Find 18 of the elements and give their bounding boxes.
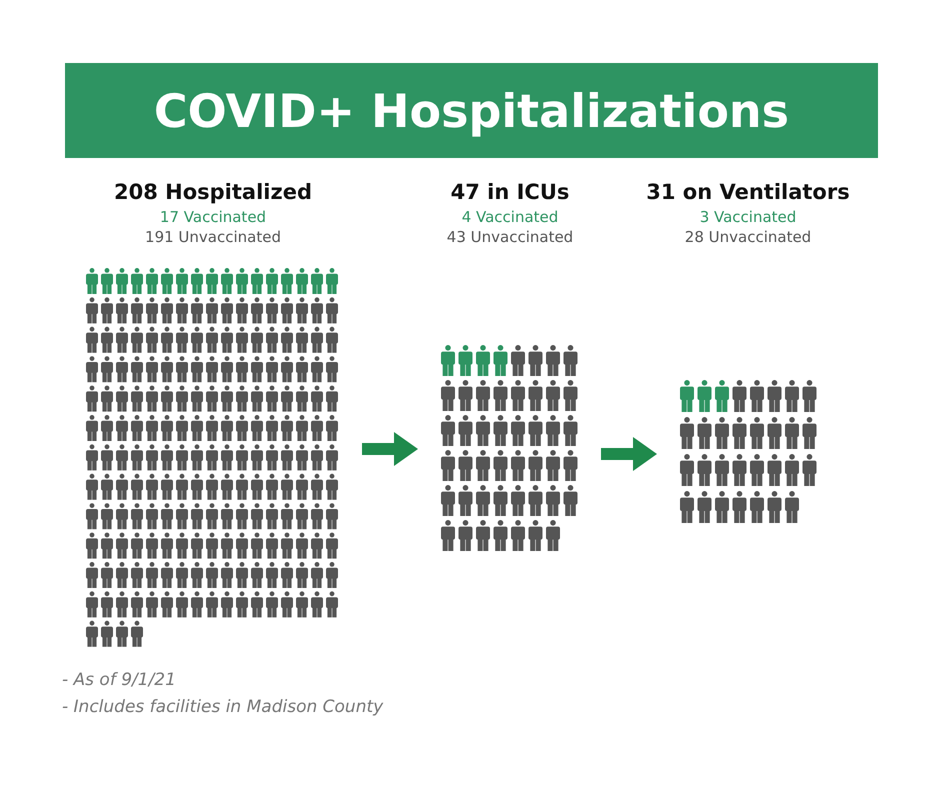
legend-label: Vaccinated — [179, 208, 266, 226]
category-label: 208 Hospitalized — [113, 180, 313, 204]
legend-label: Unvaccinated — [174, 228, 281, 246]
data-label: 4 — [462, 208, 472, 226]
text: - As of 9/1/21 — [62, 670, 176, 690]
text: COVID+ Hospitalizations — [65, 63, 878, 158]
data-label: 191 — [145, 228, 174, 246]
category-label: 47 in ICUs — [450, 180, 570, 204]
text: Vaccinated — [476, 208, 558, 226]
text: Unvaccinated — [470, 228, 574, 246]
data-label: 43 — [446, 228, 466, 246]
data-label: 17 — [160, 208, 180, 226]
text: Vaccinated — [714, 208, 796, 226]
data-label: 3 — [700, 208, 710, 226]
text: - Includes facilities in Madison County — [62, 697, 384, 717]
data-label: 28 — [684, 228, 704, 246]
category-label: 31 on Ventilators — [645, 180, 851, 204]
text: Unvaccinated — [708, 228, 812, 246]
